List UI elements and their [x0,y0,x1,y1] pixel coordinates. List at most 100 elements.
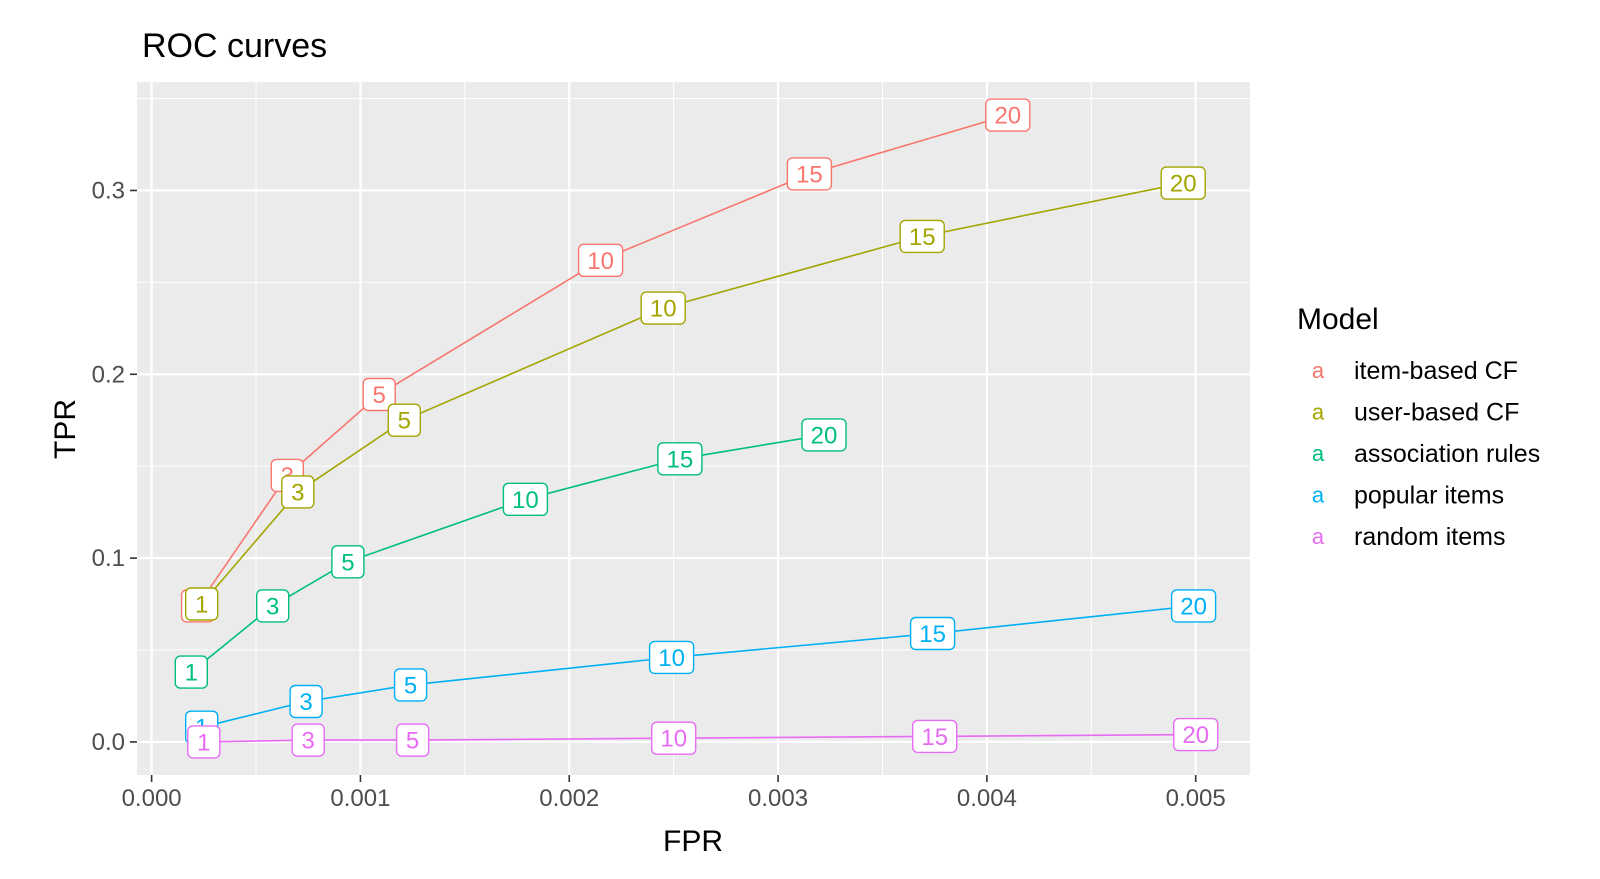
point-label: 5 [362,377,396,412]
legend-key: a [1312,358,1325,383]
point-label: 15 [912,719,958,754]
point-label: 20 [985,98,1031,132]
legend-label: item-based CF [1354,357,1518,385]
point-label-box [331,545,365,579]
point-label-box [1170,589,1217,623]
point-label: 1 [187,725,221,759]
point-label-box [393,668,428,702]
point-label-text: 5 [404,672,417,699]
point-label: 20 [1160,166,1206,200]
point-label: 5 [331,545,365,579]
point-label-text: 5 [406,728,419,755]
point-label-text: 3 [291,479,304,506]
series-line [203,733,1196,743]
x-tick-label: 0.003 [748,785,808,812]
x-tick-label: 0.004 [957,785,1017,812]
legend-item: a random items [1312,523,1506,551]
point-label: 15 [786,157,833,191]
point-label-box [281,475,315,509]
legend-key: a [1312,483,1325,508]
point-label: 10 [577,243,624,278]
y-tick-label: 0.2 [92,361,125,388]
series-line [196,114,1009,607]
legend-item: a association rules [1312,440,1540,468]
point-label-box [985,98,1031,132]
point-label-box [801,418,847,452]
series-line [201,182,1184,605]
point-label-text: 15 [919,621,946,648]
point-label-box [640,291,686,325]
point-label-text: 1 [197,729,210,756]
point-label-box [648,640,695,675]
y-axis: 0.0 0.1 0.2 0.3 [92,177,137,756]
x-axis-title: FPR [663,825,723,858]
point-label-box [657,442,703,476]
x-tick-label: 0.001 [330,785,390,812]
point-label: 15 [657,442,703,476]
y-tick-label: 0.0 [92,729,125,756]
point-label: 20 [801,418,847,452]
point-label-box [362,377,396,412]
legend-item: a item-based CF [1312,357,1518,385]
legend-items: a item-based CF a user-based CF a association… [1312,357,1540,551]
legend-label: user-based CF [1354,399,1519,427]
point-label: 5 [395,723,430,757]
point-label: 20 [1170,589,1217,623]
point-label: 15 [909,616,956,651]
point-label: 3 [281,475,315,509]
point-label-box [187,725,221,759]
point-label-text: 5 [398,408,411,435]
legend-label: popular items [1354,482,1504,510]
point-label-box [1172,717,1219,752]
x-tick-label: 0.002 [539,785,599,812]
point-label: 3 [291,723,325,757]
point-label-box [912,719,958,754]
point-label-text: 10 [658,645,685,672]
legend-item: a user-based CF [1312,399,1519,427]
point-label-text: 1 [195,592,208,619]
point-label-box [256,589,290,623]
point-label: 1 [184,587,219,621]
legend: Model a item-based CF a user-based CF a assoc… [1297,303,1540,551]
point-label: 3 [256,589,290,623]
y-tick-label: 0.3 [92,177,125,204]
y-axis-title: TPR [49,399,82,459]
point-label-text: 15 [921,724,948,751]
point-label-text: 5 [373,382,386,409]
point-label-text: 10 [660,726,687,753]
point-label-text: 20 [1170,171,1197,198]
legend-label: random items [1354,523,1505,551]
point-label: 20 [1172,717,1219,752]
point-label-box [786,157,833,191]
point-label-text: 10 [512,487,539,514]
point-label-text: 20 [811,422,838,449]
point-label-box [291,723,325,757]
point-label-box [289,684,323,719]
point-label: 5 [387,403,421,437]
point-label: 15 [899,219,945,254]
x-axis: 0.000 0.001 0.002 0.003 0.004 0.005 [122,775,1226,812]
point-label-box [387,403,421,437]
y-tick-label: 0.1 [92,545,125,572]
x-tick-label: 0.005 [1166,785,1226,812]
point-label-text: 3 [299,689,312,716]
point-label-text: 10 [587,248,614,275]
point-label: 3 [289,684,323,719]
point-label: 1 [174,655,209,689]
point-label-text: 15 [667,446,694,473]
point-label: 10 [651,721,697,755]
point-label-box [395,723,430,757]
point-label-text: 20 [994,103,1021,130]
point-label-box [651,721,697,755]
point-label-box [899,219,945,254]
point-label-box [909,616,956,651]
point-labels-layer: 1351015201351015201351015201351015201351… [174,98,1219,759]
point-label-text: 10 [650,296,677,323]
point-label: 10 [502,482,549,516]
point-label-box [174,655,209,689]
legend-key: a [1312,400,1325,425]
chart-title: ROC curves [142,27,327,65]
point-label-box [502,482,549,516]
point-label-box [184,587,219,621]
